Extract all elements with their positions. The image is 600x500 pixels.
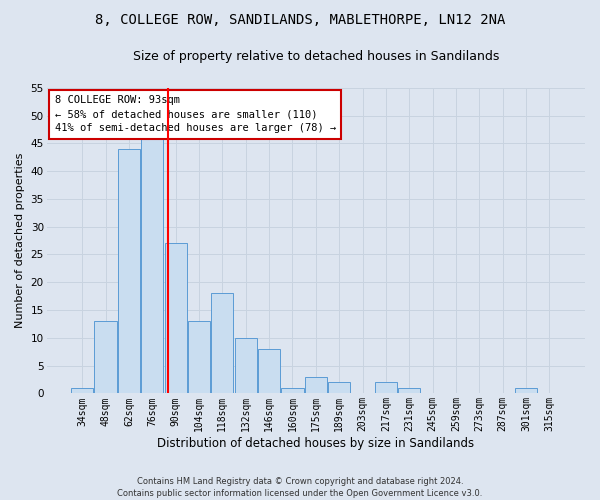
Bar xyxy=(515,388,537,394)
Title: Size of property relative to detached houses in Sandilands: Size of property relative to detached ho… xyxy=(133,50,499,63)
Bar xyxy=(71,388,93,394)
Bar xyxy=(281,388,304,394)
Bar xyxy=(375,382,397,394)
Bar xyxy=(305,376,327,394)
Y-axis label: Number of detached properties: Number of detached properties xyxy=(15,153,25,328)
Bar xyxy=(188,321,210,394)
Text: 8, COLLEGE ROW, SANDILANDS, MABLETHORPE, LN12 2NA: 8, COLLEGE ROW, SANDILANDS, MABLETHORPE,… xyxy=(95,12,505,26)
Bar xyxy=(94,321,116,394)
Bar xyxy=(118,149,140,394)
Bar xyxy=(398,388,421,394)
Bar xyxy=(211,294,233,394)
Text: Contains HM Land Registry data © Crown copyright and database right 2024.
Contai: Contains HM Land Registry data © Crown c… xyxy=(118,476,482,498)
Bar xyxy=(141,138,163,394)
Bar xyxy=(258,349,280,394)
Bar xyxy=(235,338,257,394)
Bar xyxy=(328,382,350,394)
X-axis label: Distribution of detached houses by size in Sandilands: Distribution of detached houses by size … xyxy=(157,437,475,450)
Text: 8 COLLEGE ROW: 93sqm
← 58% of detached houses are smaller (110)
41% of semi-deta: 8 COLLEGE ROW: 93sqm ← 58% of detached h… xyxy=(55,96,336,134)
Bar xyxy=(164,244,187,394)
